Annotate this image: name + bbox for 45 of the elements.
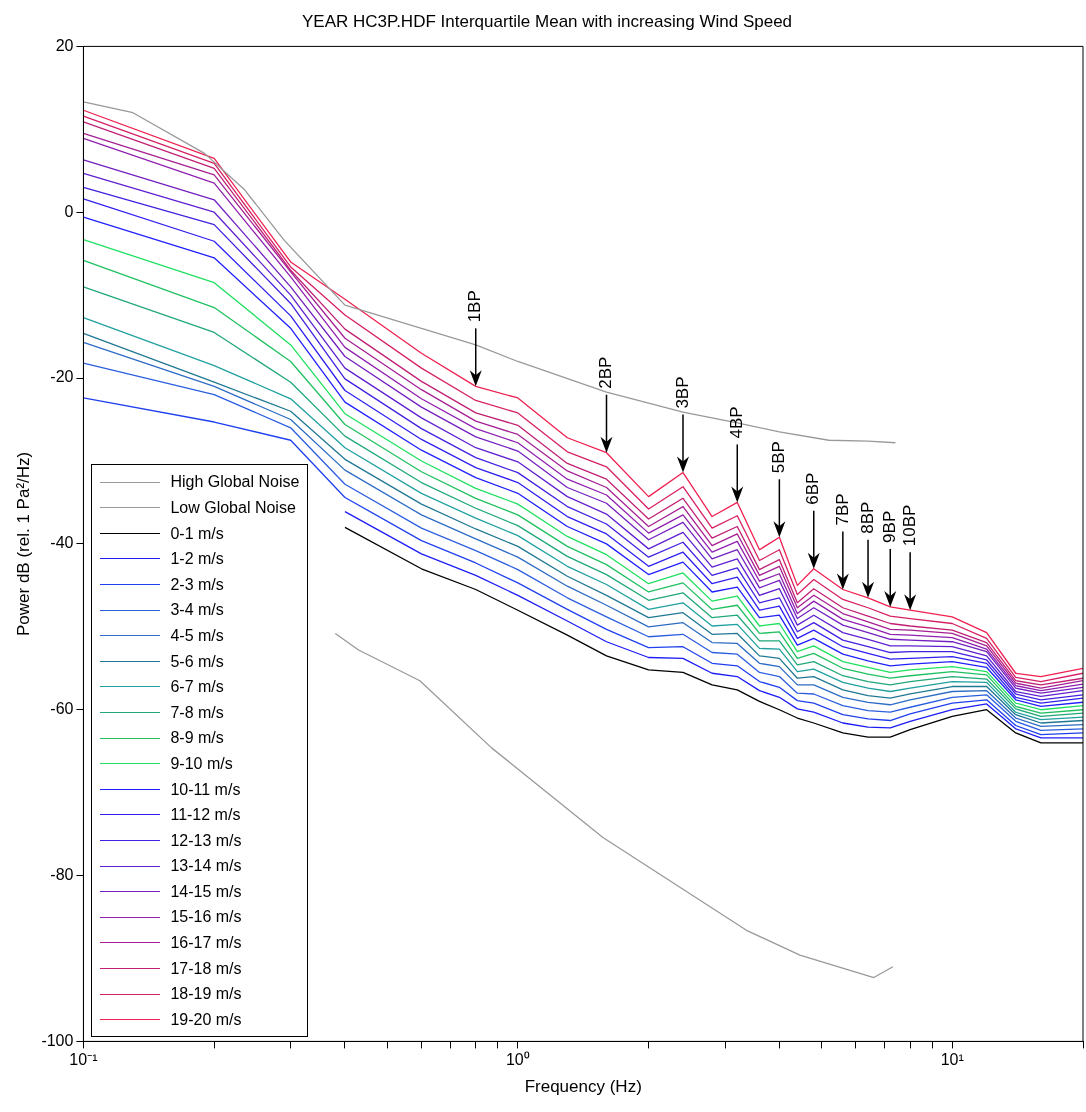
x-axis-title: Frequency (Hz) [524, 1077, 642, 1097]
y-tick-label: -20 [50, 368, 74, 386]
y-tick-label: 20 [55, 36, 74, 54]
legend-label: 10-11 m/s [170, 779, 241, 800]
x-tick-label: 10⁻¹ [69, 1051, 98, 1069]
legend-label: 17-18 m/s [170, 958, 242, 979]
y-tick-label: -80 [50, 865, 74, 883]
legend-label: 4-5 m/s [170, 625, 224, 646]
annotation: 7BP [832, 493, 852, 526]
legend-label: 2-3 m/s [170, 574, 224, 595]
legend-label: 18-19 m/s [170, 984, 242, 1005]
legend-label: 14-15 m/s [170, 881, 242, 902]
x-tick-label: 10⁰ [505, 1051, 530, 1069]
y-tick-label: -40 [50, 534, 74, 552]
legend-label: 9-10 m/s [170, 753, 233, 774]
legend-label: 7-8 m/s [170, 702, 224, 723]
annotation: 8BP [857, 501, 877, 534]
legend-label: 19-20 m/s [170, 1009, 242, 1030]
y-axis-title: Power dB (rel. 1 Pa²/Hz) [13, 451, 33, 637]
legend-label: 0-1 m/s [170, 523, 224, 544]
annotation: 2BP [596, 356, 616, 389]
legend-label: 13-14 m/s [170, 856, 242, 877]
annotation: 3BP [672, 376, 692, 409]
x-tick-label: 10¹ [940, 1051, 964, 1069]
legend-label: 12-13 m/s [170, 830, 242, 851]
annotation: 10BP [899, 504, 919, 547]
y-tick-label: 0 [64, 202, 74, 220]
legend-label: Low Global Noise [170, 498, 296, 518]
legend-label: 6-7 m/s [170, 677, 224, 698]
legend-label: 8-9 m/s [170, 728, 224, 749]
legend-label: 5-6 m/s [170, 651, 224, 672]
annotation: 4BP [726, 406, 746, 439]
annotation: 5BP [769, 441, 789, 474]
y-tick-label: -100 [41, 1031, 74, 1049]
legend-label: 11-12 m/s [170, 805, 241, 826]
legend-label: 1-2 m/s [170, 549, 224, 570]
y-tick-label: -60 [50, 700, 74, 718]
legend-label: 3-4 m/s [170, 600, 224, 621]
annotation: 9BP [879, 510, 899, 543]
legend-label: 16-17 m/s [170, 933, 242, 954]
chart-title: YEAR HC3P.HDF Interquartile Mean with increasing Wind Speed [301, 11, 793, 31]
annotation: 1BP [465, 290, 485, 323]
legend-label: 15-16 m/s [170, 907, 242, 928]
legend-label: High Global Noise [170, 472, 300, 493]
annotation: 6BP [803, 472, 823, 505]
